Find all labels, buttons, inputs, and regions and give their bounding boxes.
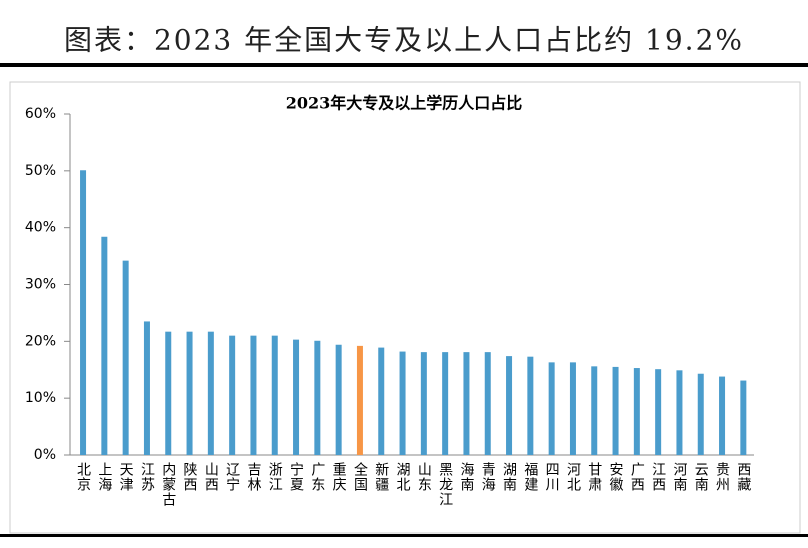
bar xyxy=(612,366,619,455)
x-tick-label: 青海 xyxy=(479,462,496,492)
x-tick-label: 湖北 xyxy=(394,462,411,492)
y-tick-label: 30% xyxy=(25,277,56,293)
bar xyxy=(207,331,214,455)
x-tick-label: 江西 xyxy=(650,462,667,492)
bar xyxy=(356,345,363,455)
x-tick-label: 贵州 xyxy=(714,462,731,492)
x-tick-label: 海南 xyxy=(458,462,475,492)
x-tick-label: 辽宁 xyxy=(224,462,241,492)
x-tick-label: 山西 xyxy=(202,462,219,492)
bottom-rule xyxy=(0,534,808,537)
x-tick-label: 甘肃 xyxy=(586,462,603,492)
title-rule xyxy=(0,63,808,67)
bar xyxy=(420,352,427,455)
x-tick-label: 浙江 xyxy=(266,462,283,492)
bar xyxy=(719,376,726,455)
x-tick-label: 安徽 xyxy=(607,462,624,492)
bar xyxy=(314,340,321,455)
bar xyxy=(676,370,683,455)
x-tick-label: 重庆 xyxy=(330,462,347,492)
y-tick-label: 60% xyxy=(25,106,56,122)
x-tick-label: 上海 xyxy=(96,462,113,492)
bar xyxy=(591,366,598,455)
x-tick-label: 河南 xyxy=(671,462,688,492)
bar xyxy=(80,170,87,455)
bar xyxy=(271,335,278,455)
x-tick-label: 内蒙古 xyxy=(160,462,177,507)
y-tick-label: 40% xyxy=(25,220,56,236)
x-tick-label: 北京 xyxy=(75,462,92,492)
x-tick-label: 福建 xyxy=(522,462,539,492)
bar xyxy=(250,335,257,455)
x-tick-label: 陕西 xyxy=(181,462,198,492)
bar xyxy=(548,362,555,455)
bar xyxy=(293,339,300,455)
x-tick-label: 广东 xyxy=(309,462,326,492)
y-tick-label: 10% xyxy=(25,390,56,406)
bar xyxy=(697,373,704,455)
bar xyxy=(569,362,576,455)
x-tick-label: 宁夏 xyxy=(288,462,305,492)
x-tick-label: 新疆 xyxy=(373,462,390,492)
bar xyxy=(506,356,513,455)
bar xyxy=(655,369,662,455)
x-tick-label: 广西 xyxy=(628,462,645,492)
x-tick-label: 天津 xyxy=(117,462,134,492)
bar xyxy=(165,331,172,455)
bar xyxy=(335,344,342,455)
y-tick-label: 50% xyxy=(25,163,56,179)
bar xyxy=(633,368,640,455)
x-tick-label: 吉林 xyxy=(245,462,262,492)
bar xyxy=(122,260,129,455)
x-tick-label: 黑龙江 xyxy=(437,462,454,507)
chart-frame xyxy=(9,81,801,534)
bar xyxy=(527,356,534,455)
chart-title: 2023年大专及以上学历人口占比 xyxy=(286,94,523,113)
bar xyxy=(143,321,150,455)
x-tick-label: 山东 xyxy=(415,462,432,492)
bar xyxy=(442,352,449,455)
bar xyxy=(463,352,470,455)
x-tick-label: 河北 xyxy=(564,462,581,492)
bar xyxy=(740,380,747,455)
page-title: 图表：2023 年全国大专及以上人口占比约 19.2% xyxy=(64,24,744,57)
x-tick-label: 江苏 xyxy=(138,462,155,492)
bar xyxy=(229,335,236,455)
y-tick-label: 20% xyxy=(25,333,56,349)
x-tick-label: 全国 xyxy=(351,462,368,492)
x-tick-label: 四川 xyxy=(543,462,560,492)
bar xyxy=(378,347,385,455)
bar xyxy=(484,352,491,455)
bar xyxy=(399,351,406,455)
x-tick-label: 西藏 xyxy=(735,462,752,492)
x-tick-label: 湖南 xyxy=(501,462,518,492)
x-tick-label: 云南 xyxy=(692,462,709,492)
y-tick-label: 0% xyxy=(34,447,56,463)
bar xyxy=(101,236,108,455)
bar xyxy=(186,331,193,455)
